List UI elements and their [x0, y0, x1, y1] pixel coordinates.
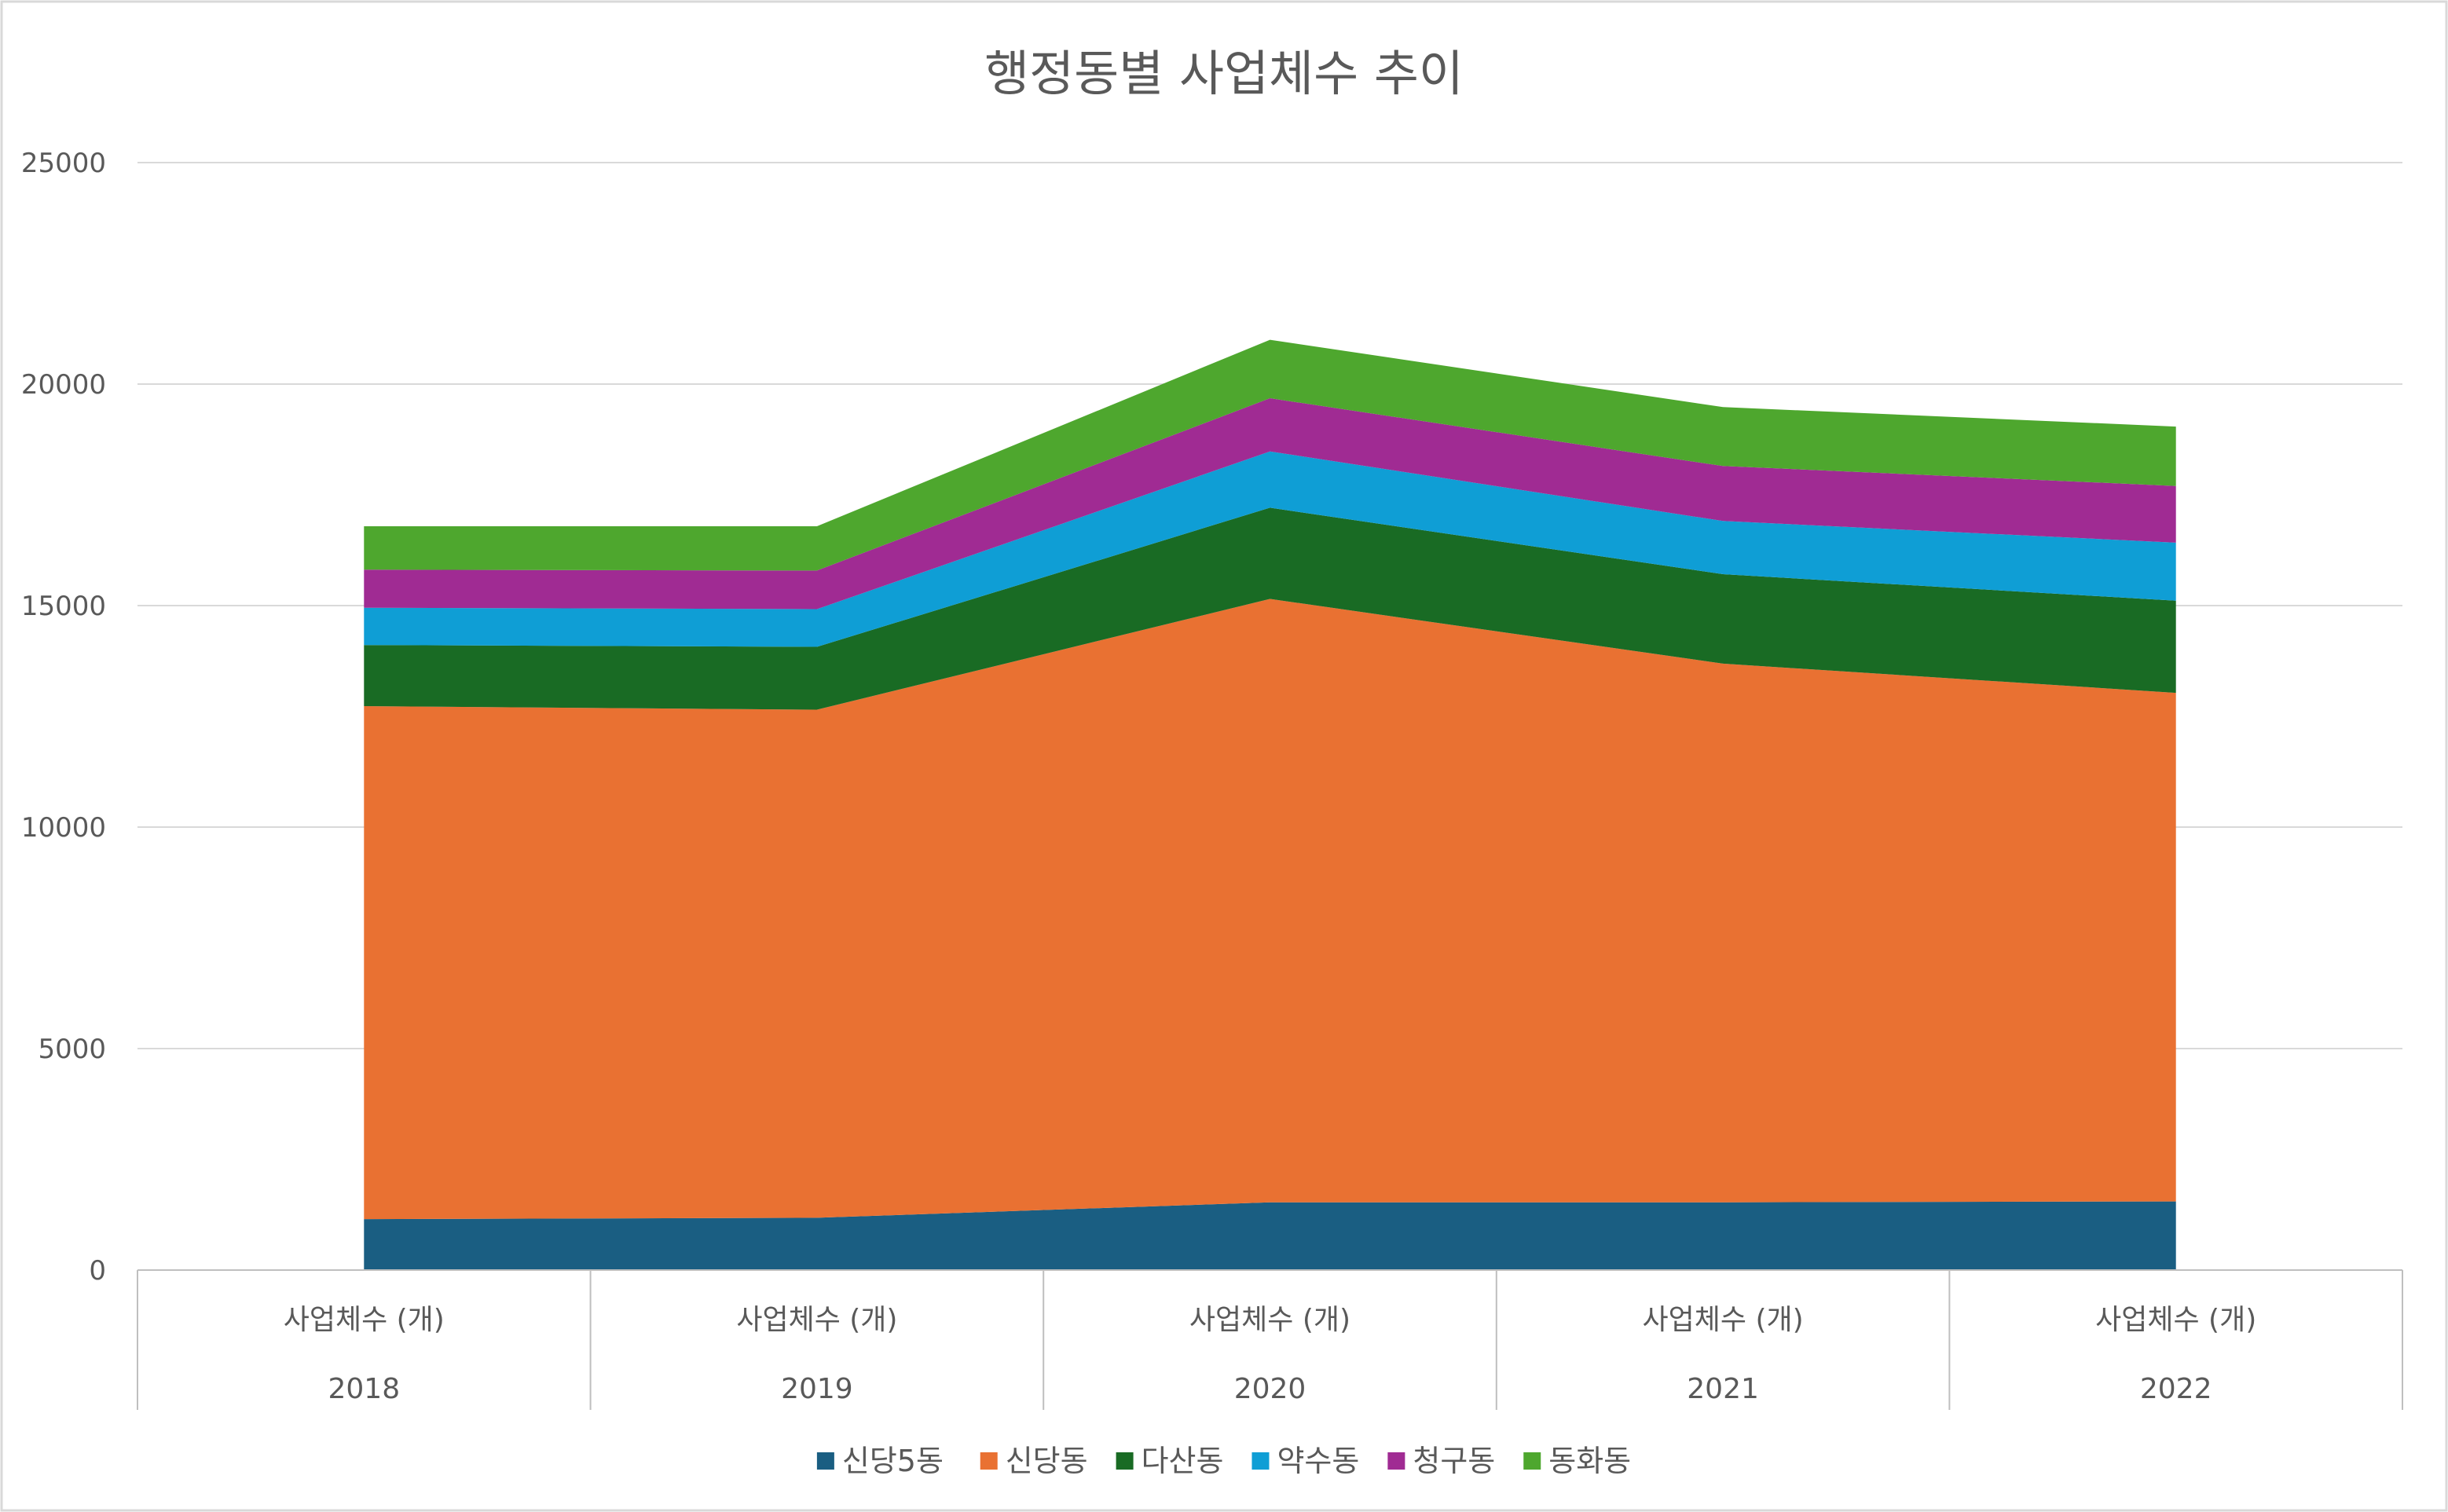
x-tick-label: 사업체수 (개)	[1643, 1304, 1804, 1336]
x-group-label: 2021	[1687, 1373, 1759, 1405]
x-group-label: 2020	[1234, 1373, 1306, 1405]
legend-label: 약수동	[1277, 1444, 1359, 1478]
legend-label: 동화동	[1548, 1444, 1631, 1478]
legend-label: 신당5동	[842, 1444, 944, 1478]
x-tick-label: 사업체수 (개)	[284, 1304, 445, 1336]
x-axis: 사업체수 (개) 2018 사업체수 (개) 2019 사업체수 (개) 2020 사업체수…	[137, 1269, 2403, 1410]
x-tick-label: 사업체수 (개)	[2095, 1304, 2256, 1336]
y-tick-label: 5000	[38, 1034, 106, 1065]
area-series-3	[364, 451, 2176, 647]
x-tick-label: 사업체수 (개)	[1189, 1304, 1350, 1336]
x-group-label: 2022	[2140, 1373, 2212, 1405]
legend-swatch	[1387, 1452, 1405, 1470]
legend-swatch	[980, 1452, 998, 1470]
legend-swatch	[816, 1452, 834, 1470]
x-group-label: 2019	[781, 1373, 853, 1405]
y-tick-label: 15000	[21, 591, 106, 622]
y-tick-label: 25000	[21, 148, 106, 179]
area-series-4	[364, 398, 2176, 610]
legend-label: 신당동	[1006, 1444, 1088, 1478]
legend-swatch	[1523, 1452, 1541, 1470]
y-axis: 0 5000 10000 15000 20000 25000	[21, 148, 106, 1287]
y-tick-label: 20000	[21, 369, 106, 401]
legend-label: 청구동	[1413, 1444, 1495, 1478]
area-series-2	[364, 507, 2176, 710]
area-series	[364, 339, 2176, 1270]
x-group-label: 2018	[328, 1373, 400, 1405]
legend-swatch	[1116, 1452, 1134, 1470]
area-series-0	[364, 1201, 2176, 1270]
chart-title: 행정동별 사업체수 추이	[984, 45, 1464, 102]
y-tick-label: 10000	[21, 812, 106, 844]
area-series-5	[364, 339, 2176, 571]
legend-swatch	[1251, 1452, 1270, 1470]
legend-label: 다산동	[1142, 1444, 1224, 1478]
legend: 신당5동 신당동 다산동 약수동 청구동 동화동	[816, 1444, 1631, 1478]
x-tick-label: 사업체수 (개)	[736, 1304, 897, 1336]
y-tick-label: 0	[89, 1255, 106, 1287]
area-series-1	[364, 599, 2176, 1220]
